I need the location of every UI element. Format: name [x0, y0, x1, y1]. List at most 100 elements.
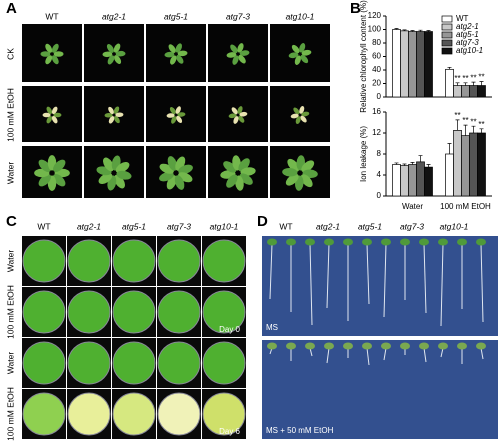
- bar: [461, 85, 470, 98]
- leaf: [53, 51, 64, 57]
- condition-label: MS + 50 mM EtOH: [266, 426, 334, 435]
- leaf: [113, 106, 120, 114]
- seedling: [381, 342, 391, 350]
- leaf: [301, 160, 315, 173]
- error-bar: [455, 82, 460, 86]
- leaf: [232, 55, 239, 65]
- column-header: atg2-1: [102, 11, 126, 21]
- leaf: [237, 106, 243, 114]
- error-bar: [463, 124, 468, 136]
- legend-label: atg2-1: [456, 22, 479, 31]
- error-bar: [479, 128, 484, 133]
- seedling: [343, 342, 353, 350]
- y-axis-label: Relative chlorophyll content (%): [359, 0, 368, 113]
- y-tick-label: 16: [372, 107, 381, 116]
- plate: [157, 239, 201, 283]
- column-header: atg2-1: [316, 221, 340, 231]
- row-label: 100 mM EtOH: [5, 387, 15, 441]
- leaf: [51, 106, 58, 115]
- bar: [461, 135, 470, 197]
- leaf: [51, 115, 58, 124]
- column-header: WT: [45, 11, 58, 21]
- root: [480, 347, 484, 360]
- leaf: [239, 50, 250, 56]
- error-bar: [418, 155, 423, 162]
- x-tick-label: 100 mM EtOH: [440, 202, 491, 211]
- root: [423, 347, 427, 363]
- root: [366, 243, 370, 305]
- leaf: [51, 43, 59, 53]
- root: [326, 243, 330, 309]
- leaf: [176, 115, 183, 123]
- seedling: [324, 342, 334, 350]
- leaf: [115, 162, 130, 173]
- panel-label: D: [257, 213, 268, 230]
- plate: [202, 290, 246, 334]
- plate: [112, 239, 156, 283]
- error-bar: [479, 81, 484, 86]
- seedling: [438, 238, 448, 246]
- leaf: [294, 55, 301, 65]
- leaf: [159, 171, 174, 182]
- plate: [67, 392, 111, 436]
- leaf: [40, 51, 51, 57]
- panel-label: B: [350, 0, 361, 17]
- plate: [22, 392, 66, 436]
- bar: [469, 85, 478, 98]
- seedling: [343, 238, 353, 246]
- plate: [22, 290, 66, 334]
- leaf: [301, 49, 312, 56]
- plate: [67, 290, 111, 334]
- significance: **: [470, 117, 476, 126]
- column-header: atg5-1: [358, 221, 382, 231]
- bar: [424, 166, 433, 197]
- root: [423, 243, 427, 314]
- leaf: [102, 51, 113, 58]
- root: [383, 347, 387, 361]
- leaf: [174, 175, 185, 190]
- y-tick-label: 80: [372, 38, 381, 47]
- root: [383, 243, 387, 318]
- photo: [22, 86, 82, 142]
- error-bar: [402, 163, 407, 166]
- leaf: [98, 173, 113, 184]
- seedling: [400, 342, 410, 350]
- leaf: [169, 107, 176, 115]
- bar: [453, 85, 462, 98]
- leaf: [300, 54, 309, 64]
- leaf: [175, 106, 181, 114]
- bar: [392, 29, 401, 98]
- root: [309, 243, 313, 326]
- bar: [424, 31, 433, 98]
- leaf: [228, 113, 237, 119]
- leaf: [114, 55, 122, 64]
- leaf: [288, 52, 299, 59]
- leaf: [230, 44, 238, 54]
- leaf: [45, 43, 53, 53]
- leaf: [237, 43, 244, 53]
- y-tick-label: 4: [377, 170, 382, 179]
- y-tick-label: 0: [377, 191, 382, 200]
- leaf: [300, 115, 307, 123]
- leaf: [226, 52, 237, 58]
- leaf: [53, 112, 62, 118]
- error-bar: [447, 143, 452, 154]
- bar: [445, 153, 454, 197]
- error-bar: [471, 81, 476, 86]
- leaf: [285, 173, 299, 186]
- row-label: Water: [5, 250, 15, 273]
- leaf: [168, 44, 176, 53]
- y-tick-label: 8: [377, 149, 382, 158]
- significance: **: [454, 111, 460, 120]
- leaf: [282, 167, 298, 177]
- significance: **: [478, 73, 484, 82]
- x-tick-label: Water: [402, 202, 423, 211]
- leaf: [239, 173, 253, 185]
- leaf: [108, 106, 114, 115]
- seedling: [381, 238, 391, 246]
- bar: [400, 30, 409, 98]
- y-tick-label: 100: [368, 25, 382, 34]
- error-bar: [394, 162, 399, 165]
- bar: [477, 132, 486, 197]
- bar: [416, 161, 425, 197]
